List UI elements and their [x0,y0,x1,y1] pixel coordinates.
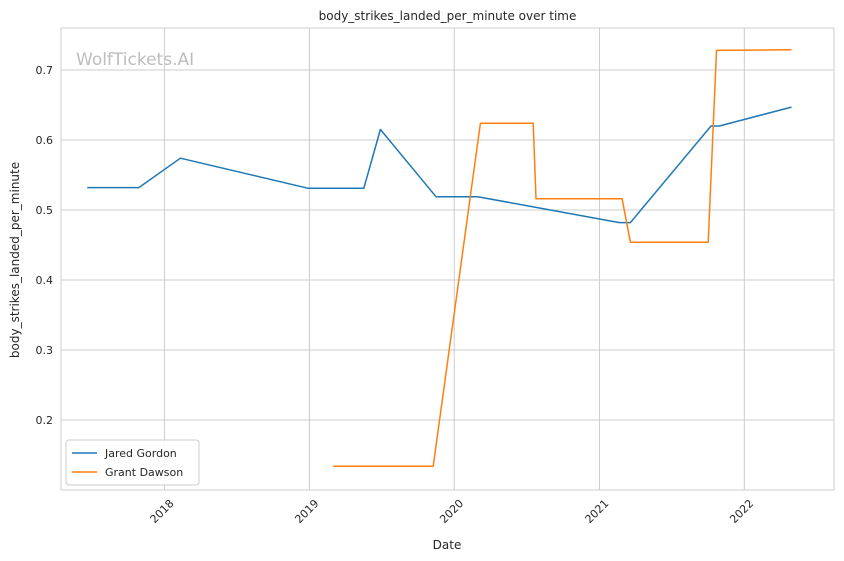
legend: Jared Gordon Grant Dawson [65,439,200,486]
series-lines [87,48,792,467]
legend-label: Grant Dawson [105,466,183,479]
y-tick-label: 0.3 [36,344,54,357]
y-tick-label: 0.6 [36,134,54,147]
x-gridlines [164,28,745,490]
watermark-text: WolfTickets.AI [76,50,194,70]
y-tick-label: 0.5 [36,204,54,217]
x-tick-label: 2019 [292,497,321,526]
x-tick-label: 2022 [727,497,756,526]
plot-frame [60,27,835,491]
y-tick-label: 0.4 [36,274,54,287]
y-tick-label: 0.2 [36,414,54,427]
chart-title: body_strikes_landed_per_minute over time [319,9,577,23]
x-tick-label: 2020 [437,497,466,526]
series-line-1 [333,48,792,467]
y-gridlines [61,69,834,421]
legend-box [65,439,200,486]
x-axis-ticks: 2018 2019 2020 2021 2022 [148,497,757,526]
y-tick-label: 0.7 [36,64,54,77]
x-tick-label: 2018 [148,497,177,526]
x-axis-label: Date [433,538,462,552]
legend-label: Jared Gordon [104,447,177,460]
y-axis-ticks: 0.2 0.3 0.4 0.5 0.6 0.7 [36,64,54,427]
series-line-0 [87,106,792,224]
y-axis-label: body_strikes_landed_per_minute [8,162,22,358]
x-tick-label: 2021 [583,497,612,526]
